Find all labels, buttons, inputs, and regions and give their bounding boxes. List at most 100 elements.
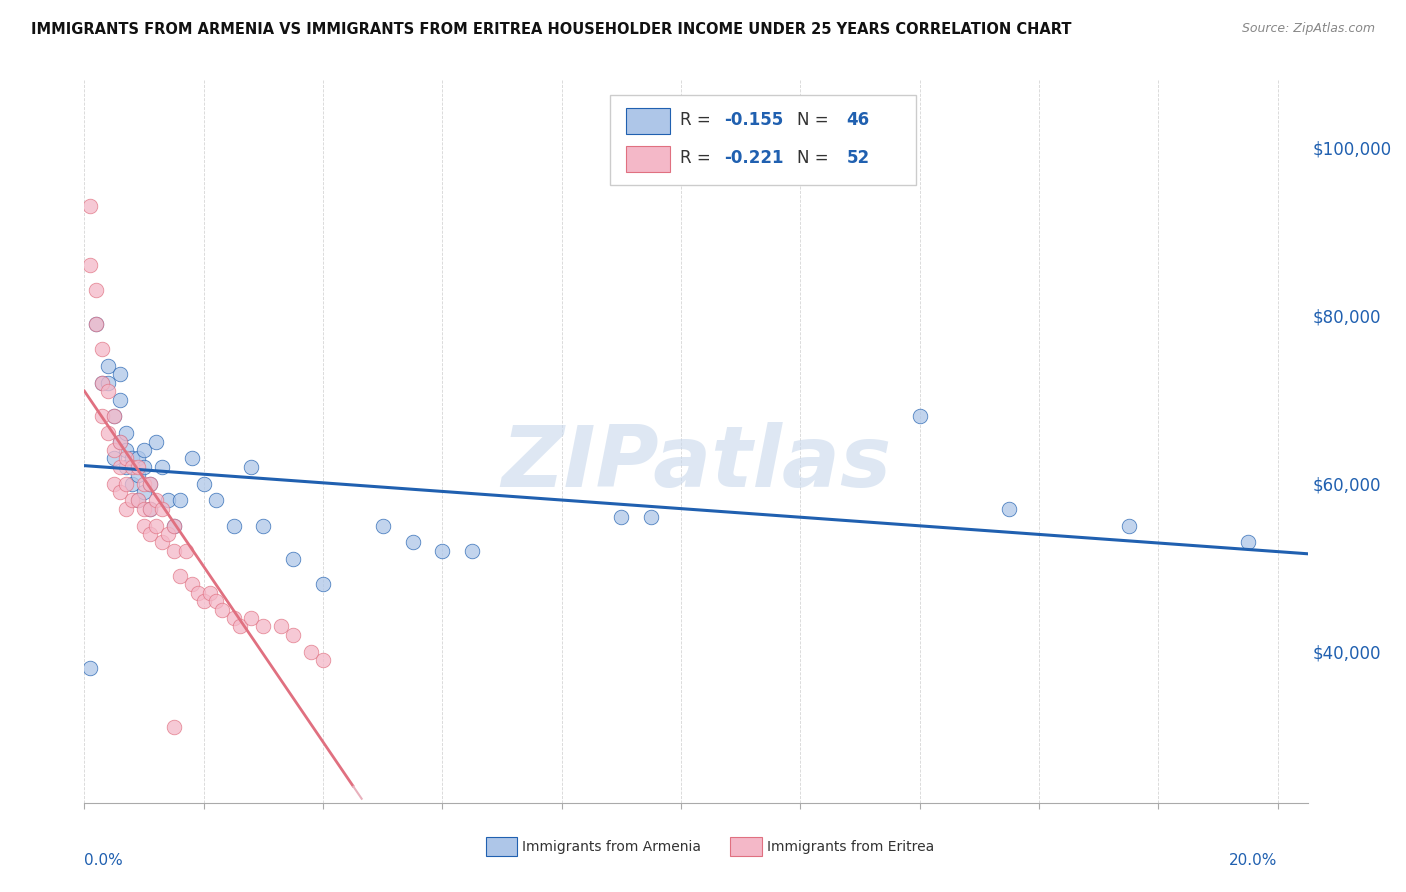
- Point: [371, 518, 394, 533]
- Text: 46: 46: [846, 111, 869, 129]
- Text: Source: ZipAtlas.com: Source: ZipAtlas.com: [1241, 22, 1375, 36]
- Text: 20.0%: 20.0%: [1229, 854, 1278, 868]
- Point: [108, 485, 131, 500]
- Point: [432, 543, 454, 558]
- Point: [150, 535, 173, 549]
- Point: [640, 510, 662, 524]
- Point: [121, 459, 143, 474]
- Point: [139, 501, 162, 516]
- Point: [108, 459, 131, 474]
- Point: [299, 644, 322, 658]
- Point: [115, 476, 138, 491]
- Point: [103, 442, 125, 457]
- FancyBboxPatch shape: [626, 109, 671, 135]
- FancyBboxPatch shape: [485, 838, 517, 856]
- Point: [84, 317, 107, 331]
- Point: [163, 518, 186, 533]
- Text: Immigrants from Eritrea: Immigrants from Eritrea: [766, 840, 934, 854]
- Point: [998, 501, 1021, 516]
- Point: [103, 409, 125, 424]
- Point: [908, 409, 931, 424]
- Point: [121, 493, 143, 508]
- Point: [1118, 518, 1140, 533]
- Point: [1237, 535, 1260, 549]
- Point: [252, 518, 274, 533]
- Point: [204, 493, 226, 508]
- Point: [139, 501, 162, 516]
- FancyBboxPatch shape: [626, 146, 671, 172]
- Point: [163, 518, 186, 533]
- Point: [240, 611, 263, 625]
- Point: [174, 543, 197, 558]
- Point: [461, 543, 484, 558]
- Point: [103, 409, 125, 424]
- Point: [108, 392, 131, 407]
- Point: [187, 586, 209, 600]
- Point: [115, 459, 138, 474]
- Point: [145, 518, 167, 533]
- Point: [121, 476, 143, 491]
- FancyBboxPatch shape: [610, 95, 917, 185]
- Point: [312, 653, 335, 667]
- Point: [156, 527, 179, 541]
- Point: [150, 459, 173, 474]
- Point: [108, 368, 131, 382]
- Point: [103, 476, 125, 491]
- Point: [115, 442, 138, 457]
- Point: [108, 434, 131, 449]
- Point: [193, 476, 215, 491]
- Text: 0.0%: 0.0%: [84, 854, 124, 868]
- Text: R =: R =: [681, 111, 716, 129]
- Text: IMMIGRANTS FROM ARMENIA VS IMMIGRANTS FROM ERITREA HOUSEHOLDER INCOME UNDER 25 Y: IMMIGRANTS FROM ARMENIA VS IMMIGRANTS FR…: [31, 22, 1071, 37]
- Text: Immigrants from Armenia: Immigrants from Armenia: [522, 840, 702, 854]
- Point: [84, 283, 107, 297]
- Point: [132, 476, 155, 491]
- Point: [228, 619, 250, 633]
- Text: -0.155: -0.155: [724, 111, 783, 129]
- Point: [132, 518, 155, 533]
- Point: [127, 459, 149, 474]
- Point: [127, 493, 149, 508]
- Point: [79, 661, 101, 675]
- Point: [127, 451, 149, 466]
- Point: [108, 434, 131, 449]
- Point: [91, 376, 114, 390]
- Point: [312, 577, 335, 591]
- Point: [145, 434, 167, 449]
- Point: [283, 552, 305, 566]
- Point: [115, 426, 138, 441]
- Point: [79, 258, 101, 272]
- Point: [115, 501, 138, 516]
- Point: [139, 476, 162, 491]
- Point: [240, 459, 263, 474]
- Point: [132, 459, 155, 474]
- Point: [91, 409, 114, 424]
- Point: [132, 442, 155, 457]
- Point: [283, 628, 305, 642]
- Text: ZIPatlas: ZIPatlas: [501, 422, 891, 505]
- Point: [139, 476, 162, 491]
- Point: [97, 359, 120, 373]
- Point: [97, 426, 120, 441]
- Point: [270, 619, 292, 633]
- Point: [222, 518, 245, 533]
- Point: [79, 199, 101, 213]
- Point: [252, 619, 274, 633]
- Point: [139, 527, 162, 541]
- Point: [610, 510, 633, 524]
- Point: [127, 493, 149, 508]
- Point: [198, 586, 221, 600]
- Point: [401, 535, 423, 549]
- Point: [121, 451, 143, 466]
- Point: [97, 376, 120, 390]
- Point: [169, 569, 191, 583]
- Text: N =: N =: [797, 149, 834, 167]
- Point: [132, 485, 155, 500]
- Point: [156, 493, 179, 508]
- Point: [180, 577, 202, 591]
- Point: [211, 602, 233, 616]
- Point: [115, 451, 138, 466]
- Point: [84, 317, 107, 331]
- Point: [127, 468, 149, 483]
- Point: [91, 376, 114, 390]
